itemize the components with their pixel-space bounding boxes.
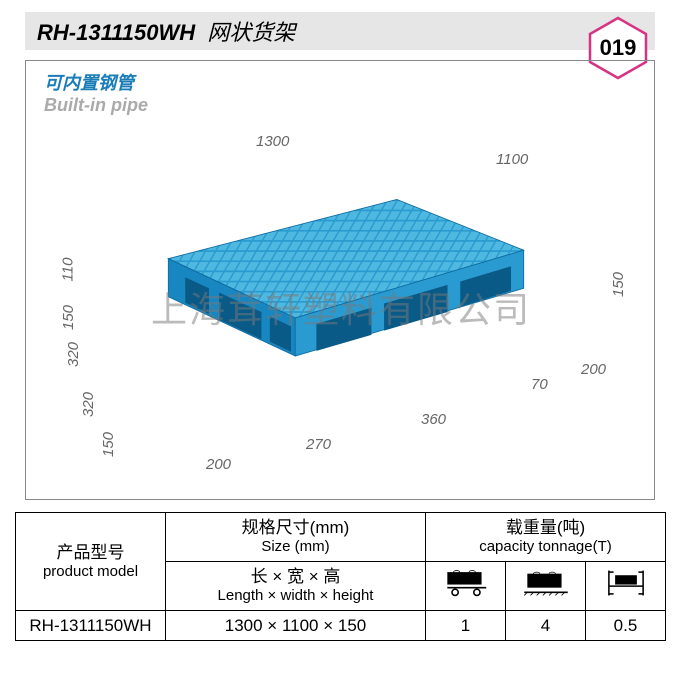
pipe-label-cn: 可内置钢管 <box>44 73 148 95</box>
table-row: 产品型号 product model 规格尺寸(mm) Size (mm) 载重… <box>16 513 666 562</box>
col-capacity-cn: 载重量(吨) <box>428 517 663 538</box>
dim-right-b1: 200 <box>581 361 606 378</box>
col-model-cn: 产品型号 <box>18 542 163 563</box>
col-capacity-en: capacity tonnage(T) <box>428 538 663 557</box>
header-name-cn: 网状货架 <box>207 20 295 45</box>
capacity-icon-rack <box>586 562 666 611</box>
capacity-icon-static <box>506 562 586 611</box>
dim-right-height: 150 <box>610 272 627 297</box>
dim-left-seg3: 320 <box>80 392 97 417</box>
dim-left-seg4: 150 <box>100 432 117 457</box>
dim-bottom-seg2: 270 <box>306 436 331 453</box>
dim-left-height: 110 <box>59 258 76 282</box>
col-capacity-header: 载重量(吨) capacity tonnage(T) <box>426 513 666 562</box>
capacity-icon-dynamic <box>426 562 506 611</box>
dim-bottom-seg3: 360 <box>421 411 446 428</box>
row-model: RH-1311150WH <box>16 611 166 641</box>
dim-left-seg2: 320 <box>65 342 82 367</box>
col-model-en: product model <box>18 563 163 582</box>
header-title: RH-1311150WH 网状货架 <box>37 15 295 47</box>
col-lwh-en: Length × width × height <box>168 587 423 606</box>
col-model-header: 产品型号 product model <box>16 513 166 611</box>
row-cap3: 0.5 <box>586 611 666 641</box>
dim-bottom-seg1: 200 <box>206 456 231 473</box>
pipe-label: 可内置钢管 Built-in pipe <box>44 73 148 116</box>
dim-left-seg1: 150 <box>60 305 77 330</box>
rack-load-icon <box>602 569 650 597</box>
row-cap2: 4 <box>506 611 586 641</box>
col-size-header: 规格尺寸(mm) Size (mm) <box>166 513 426 562</box>
pallet-illustration <box>126 191 566 411</box>
cart-load-icon <box>442 569 490 597</box>
col-size-en: Size (mm) <box>168 538 423 557</box>
dim-top-width: 1100 <box>496 151 528 168</box>
dim-right-b2: 70 <box>531 376 548 393</box>
row-size: 1300 × 1100 × 150 <box>166 611 426 641</box>
dim-top-length: 1300 <box>256 133 289 150</box>
figure-box: 可内置钢管 Built-in pipe 1300 1100 <box>25 60 655 500</box>
table-row: RH-1311150WH 1300 × 1100 × 150 1 4 0.5 <box>16 611 666 641</box>
row-cap1: 1 <box>426 611 506 641</box>
col-size-cn: 规格尺寸(mm) <box>168 517 423 538</box>
col-lwh-header: 长 × 宽 × 高 Length × width × height <box>166 562 426 611</box>
header-model: RH-1311150WH <box>37 20 195 45</box>
spec-table: 产品型号 product model 规格尺寸(mm) Size (mm) 载重… <box>15 512 666 641</box>
floor-load-icon <box>522 569 570 597</box>
pipe-label-en: Built-in pipe <box>44 95 148 117</box>
header-bar: RH-1311150WH 网状货架 <box>25 12 655 50</box>
col-lwh-cn: 长 × 宽 × 高 <box>168 566 423 587</box>
